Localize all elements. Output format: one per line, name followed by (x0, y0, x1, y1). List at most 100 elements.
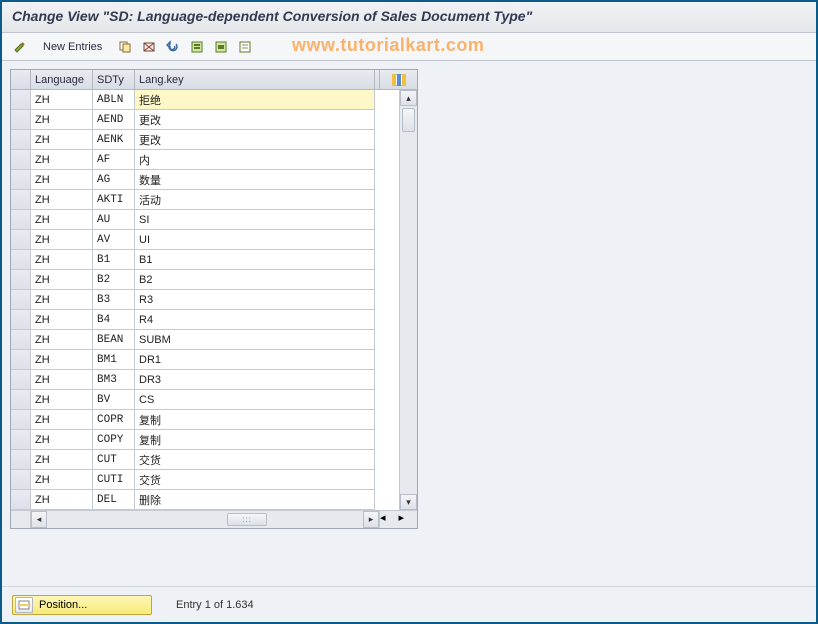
configure-columns-icon[interactable] (379, 70, 417, 89)
undo-icon[interactable] (163, 37, 183, 57)
row-selector[interactable] (11, 290, 31, 310)
table-row[interactable]: ZHCUT交货 (11, 450, 417, 470)
cell-language[interactable]: ZH (31, 350, 93, 370)
table-row[interactable]: ZHCUTI交货 (11, 470, 417, 490)
cell-langkey[interactable]: 数量 (135, 170, 375, 190)
cell-sdty[interactable]: CUTI (93, 470, 135, 490)
row-selector[interactable] (11, 310, 31, 330)
page-right-icon[interactable]: ▸ (399, 511, 418, 528)
row-selector[interactable] (11, 370, 31, 390)
scroll-left-icon[interactable]: ◂ (31, 511, 47, 528)
cell-language[interactable]: ZH (31, 290, 93, 310)
delete-icon[interactable] (139, 37, 159, 57)
cell-sdty[interactable]: AG (93, 170, 135, 190)
cell-language[interactable]: ZH (31, 90, 93, 110)
cell-sdty[interactable]: COPY (93, 430, 135, 450)
cell-langkey[interactable]: DR3 (135, 370, 375, 390)
vertical-scrollbar[interactable]: ▴ ▾ (399, 90, 417, 510)
row-selector[interactable] (11, 430, 31, 450)
table-row[interactable]: ZHAF内 (11, 150, 417, 170)
row-selector[interactable] (11, 230, 31, 250)
cell-langkey[interactable]: 删除 (135, 490, 375, 510)
cell-langkey[interactable]: 交货 (135, 470, 375, 490)
cell-language[interactable]: ZH (31, 270, 93, 290)
table-row[interactable]: ZHBEANSUBM (11, 330, 417, 350)
table-row[interactable]: ZHDEL删除 (11, 490, 417, 510)
new-entries-button[interactable]: New Entries (34, 38, 111, 56)
cell-langkey[interactable]: 活动 (135, 190, 375, 210)
table-row[interactable]: ZHBM1DR1 (11, 350, 417, 370)
table-row[interactable]: ZHAKTI活动 (11, 190, 417, 210)
cell-sdty[interactable]: BM1 (93, 350, 135, 370)
cell-sdty[interactable]: BV (93, 390, 135, 410)
row-selector[interactable] (11, 210, 31, 230)
scroll-track[interactable] (400, 106, 417, 494)
row-selector[interactable] (11, 410, 31, 430)
position-button[interactable]: Position... (12, 595, 152, 615)
deselect-all-icon[interactable] (235, 37, 255, 57)
table-row[interactable]: ZHBM3DR3 (11, 370, 417, 390)
cell-sdty[interactable]: COPR (93, 410, 135, 430)
cell-langkey[interactable]: SI (135, 210, 375, 230)
cell-language[interactable]: ZH (31, 210, 93, 230)
cell-langkey[interactable]: CS (135, 390, 375, 410)
cell-sdty[interactable]: AU (93, 210, 135, 230)
table-row[interactable]: ZHBVCS (11, 390, 417, 410)
horizontal-scrollbar[interactable]: ◂ ::: ▸ (31, 511, 379, 528)
cell-langkey[interactable]: 交货 (135, 450, 375, 470)
table-row[interactable]: ZHCOPY复制 (11, 430, 417, 450)
row-selector[interactable] (11, 190, 31, 210)
row-selector[interactable] (11, 390, 31, 410)
cell-language[interactable]: ZH (31, 330, 93, 350)
cell-langkey[interactable]: 复制 (135, 430, 375, 450)
cell-langkey[interactable]: SUBM (135, 330, 375, 350)
cell-sdty[interactable]: BEAN (93, 330, 135, 350)
cell-sdty[interactable]: AEND (93, 110, 135, 130)
row-selector[interactable] (11, 490, 31, 510)
cell-langkey[interactable]: B2 (135, 270, 375, 290)
cell-sdty[interactable]: AENK (93, 130, 135, 150)
cell-language[interactable]: ZH (31, 410, 93, 430)
row-selector[interactable] (11, 450, 31, 470)
header-langkey[interactable]: Lang.key (135, 70, 375, 89)
cell-langkey[interactable]: R4 (135, 310, 375, 330)
cell-sdty[interactable]: AF (93, 150, 135, 170)
header-language[interactable]: Language (31, 70, 93, 89)
table-row[interactable]: ZHB2B2 (11, 270, 417, 290)
scroll-down-icon[interactable]: ▾ (400, 494, 417, 510)
header-sdty[interactable]: SDTy (93, 70, 135, 89)
scroll-up-icon[interactable]: ▴ (400, 90, 417, 106)
cell-sdty[interactable]: B3 (93, 290, 135, 310)
scroll-thumb[interactable] (402, 108, 415, 132)
copy-icon[interactable] (115, 37, 135, 57)
cell-sdty[interactable]: CUT (93, 450, 135, 470)
table-row[interactable]: ZHABLN拒绝 (11, 90, 417, 110)
cell-language[interactable]: ZH (31, 250, 93, 270)
table-row[interactable]: ZHB1B1 (11, 250, 417, 270)
select-block-icon[interactable] (211, 37, 231, 57)
cell-langkey[interactable]: 内 (135, 150, 375, 170)
cell-language[interactable]: ZH (31, 150, 93, 170)
cell-language[interactable]: ZH (31, 190, 93, 210)
page-left-icon[interactable]: ◂ (380, 511, 399, 528)
cell-sdty[interactable]: DEL (93, 490, 135, 510)
select-all-icon[interactable] (187, 37, 207, 57)
row-selector[interactable] (11, 90, 31, 110)
cell-langkey[interactable]: B1 (135, 250, 375, 270)
cell-sdty[interactable]: AV (93, 230, 135, 250)
scroll-right-icon[interactable]: ▸ (363, 511, 379, 528)
cell-language[interactable]: ZH (31, 230, 93, 250)
row-selector[interactable] (11, 250, 31, 270)
cell-language[interactable]: ZH (31, 170, 93, 190)
table-row[interactable]: ZHAENK更改 (11, 130, 417, 150)
cell-sdty[interactable]: B4 (93, 310, 135, 330)
row-selector[interactable] (11, 130, 31, 150)
cell-language[interactable]: ZH (31, 470, 93, 490)
cell-sdty[interactable]: ABLN (93, 90, 135, 110)
table-row[interactable]: ZHB4R4 (11, 310, 417, 330)
header-select-column[interactable] (11, 70, 31, 89)
cell-sdty[interactable]: AKTI (93, 190, 135, 210)
cell-langkey[interactable]: 复制 (135, 410, 375, 430)
row-selector[interactable] (11, 330, 31, 350)
row-selector[interactable] (11, 350, 31, 370)
